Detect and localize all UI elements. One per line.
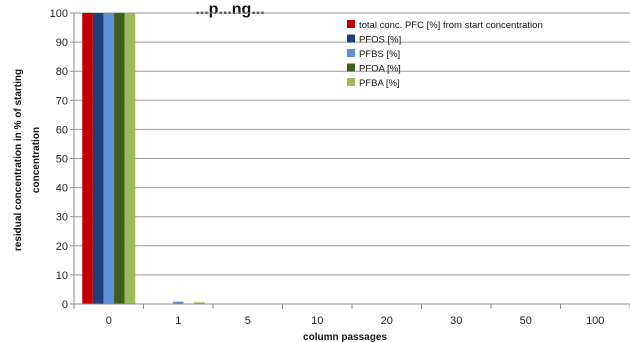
legend-label: PFBS [%] [359,49,400,60]
bar-1-series-4 [194,302,205,304]
legend-swatch [347,78,355,86]
y-tick-label: 10 [56,270,68,282]
x-tick-label: 10 [311,315,323,327]
y-axis-title-line-1: residual concentration in % of starting [13,69,24,251]
y-tick-label: 20 [56,241,68,253]
x-axis-ticks: 0 1 5 10 20 30 50 100 [73,304,630,327]
y-tick-label: 70 [56,95,68,107]
bar-0-series-2 [103,13,115,304]
x-tick-label: 5 [245,315,251,327]
legend-label: PFBA [%] [359,78,400,89]
x-tick-label: 30 [450,315,462,327]
x-tick-label: 100 [586,315,604,327]
y-tick-label: 100 [50,8,68,20]
y-tick-label: 90 [56,37,68,49]
y-tick-label: 40 [56,183,68,195]
chart-title: ...p...ng... [195,1,264,18]
y-axis-ticks: 0 10 20 30 40 50 60 70 80 90 100 [50,8,74,311]
x-tick-label: 20 [381,315,393,327]
bar-0-series-4 [124,13,136,304]
legend-label: PFOS [%] [359,35,401,46]
legend-swatch [347,49,355,57]
x-axis-title: column passages [303,332,387,342]
y-axis-title-line-2: concentration [31,127,42,193]
bar-0-series-3 [114,13,125,304]
legend-swatch [347,34,355,43]
y-tick-label: 0 [62,299,68,311]
x-tick-label: 50 [520,315,532,327]
legend: total conc. PFC [%] from start concentra… [347,20,543,89]
bar-0-series-1 [92,13,104,304]
legend-swatch [347,63,355,72]
legend-label: total conc. PFC [%] from start concentra… [359,20,543,31]
y-tick-label: 50 [56,154,68,166]
y-tick-label: 60 [56,124,68,136]
y-tick-label: 30 [56,212,68,224]
y-tick-label: 80 [56,66,68,78]
bar-1-series-2 [172,301,184,304]
x-tick-label: 0 [106,315,112,327]
bars [82,13,205,304]
legend-label: PFOA [%] [359,64,401,75]
legend-swatch [347,20,355,28]
x-tick-label: 1 [175,315,181,327]
bar-0-series-0 [82,13,93,304]
